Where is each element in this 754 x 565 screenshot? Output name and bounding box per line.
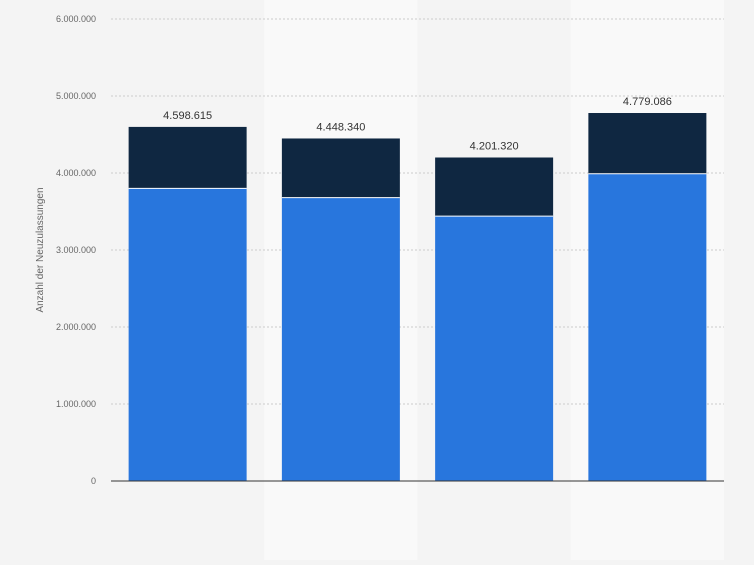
- bar-total-label: 4.201.320: [470, 140, 519, 152]
- y-tick-label: 3.000.000: [56, 245, 96, 255]
- bars: [128, 113, 707, 481]
- y-tick-label: 6.000.000: [56, 14, 96, 24]
- bar-segment-lower[interactable]: [588, 173, 707, 481]
- y-tick-label: 4.000.000: [56, 168, 96, 178]
- bar-segment-upper[interactable]: [435, 157, 554, 217]
- bar-segment-lower[interactable]: [435, 216, 554, 481]
- bar-total-label: 4.598.615: [163, 110, 212, 122]
- y-tick-label: 0: [91, 476, 96, 486]
- bar-segment-upper[interactable]: [128, 126, 247, 189]
- y-tick-label: 5.000.000: [56, 91, 96, 101]
- bar-segment-lower[interactable]: [281, 197, 400, 481]
- bar-segment-lower[interactable]: [128, 188, 247, 481]
- bar-segment-upper[interactable]: [281, 138, 400, 198]
- bar-segment-upper[interactable]: [588, 113, 707, 174]
- y-axis-label: Anzahl der Neuzulassungen: [35, 187, 46, 312]
- bar-total-label: 4.448.340: [316, 121, 365, 133]
- y-tick-label: 2.000.000: [56, 322, 96, 332]
- y-tick-label: 1.000.000: [56, 399, 96, 409]
- y-axis-ticks: 0 1.000.000 2.000.000 3.000.000 4.000.000 5.0…: [56, 14, 96, 486]
- total-labels: 4.598.615 4.448.340 4.201.320 4.779.086: [163, 96, 672, 152]
- bar-total-label: 4.779.086: [623, 96, 672, 108]
